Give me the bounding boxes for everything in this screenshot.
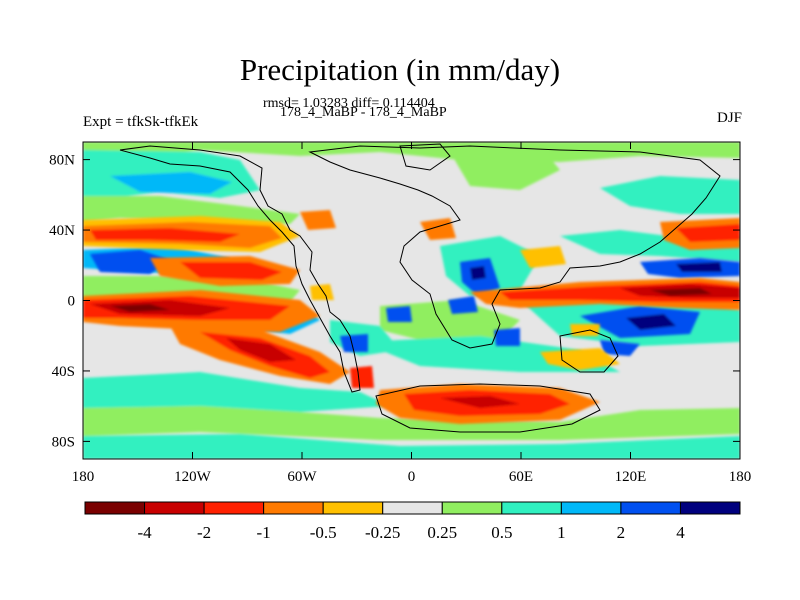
colorbar: -4 -2 -1 -0.5 -0.25 0.25 0.5 1 2 4 xyxy=(84,501,741,542)
blob-atlantic-blue xyxy=(386,306,412,322)
experiment-label: Expt = tfkSk-tfkEk xyxy=(83,114,199,130)
colorbar-label: -4 xyxy=(137,523,152,542)
colorbar-swatch xyxy=(679,501,741,515)
lon-tick-label: 120E xyxy=(615,469,647,485)
band-northwest-pacific-cyan xyxy=(600,176,740,214)
lon-tick-label: 60E xyxy=(509,469,533,485)
lat-tick-label: 40N xyxy=(49,223,75,239)
blob-southern-africa-blue xyxy=(448,296,478,314)
coastline-greenland xyxy=(399,143,451,171)
blob-indian-ocean-yellow xyxy=(570,324,600,336)
band-subtropical-pacific-red xyxy=(180,262,282,280)
colorbar-swatch xyxy=(620,501,681,515)
band-south-pacific-cyan xyxy=(83,372,390,412)
colorbar-label: -0.25 xyxy=(365,523,400,542)
colorbar-label: 1 xyxy=(557,523,566,542)
band-equatorial-pacific-core xyxy=(110,304,170,312)
colorbar-swatch xyxy=(501,501,562,515)
band-antarctic-cyan xyxy=(83,434,740,459)
lon-tick-label: 180 xyxy=(72,469,95,485)
lon-tick-label: 0 xyxy=(408,469,416,485)
map-title: Precipitation (in mm/day) xyxy=(239,52,561,87)
band-north-pacific-lightblue xyxy=(110,172,232,194)
band-siberia-green xyxy=(450,146,560,190)
colorbar-swatch xyxy=(203,501,265,515)
colorbar-label: -1 xyxy=(257,523,271,542)
blob-central-pacific-blue xyxy=(90,250,170,274)
blob-south-america-red xyxy=(350,366,374,388)
blob-madagascar-blue xyxy=(494,328,520,346)
stats-text: rmsd= 1.03283 diff= 0.114404 xyxy=(263,96,435,111)
band-arctic-green xyxy=(83,142,740,162)
longitude-axis: 180 120W 60W 0 60E 120E 180 xyxy=(72,142,752,485)
band-southern-ocean-green xyxy=(83,406,740,440)
blob-south-indian-blue xyxy=(600,340,640,356)
colorbar-label: 0.25 xyxy=(427,523,457,542)
colorbar-swatch xyxy=(441,501,503,515)
band-north-pacific-green xyxy=(83,196,300,224)
negative-anomalies xyxy=(83,210,740,424)
blob-africa-darkblue xyxy=(470,266,486,280)
band-south-pacific-darkred xyxy=(226,338,296,362)
lon-tick-label: 60W xyxy=(287,469,317,485)
blob-indian-ocean-darkblue xyxy=(626,314,676,330)
colorbar-label: -0.5 xyxy=(310,523,337,542)
subtitle-text: 178_4_MaBP - 178_4_MaBP xyxy=(280,105,447,120)
coastlines xyxy=(119,143,721,433)
colorbar-swatch xyxy=(382,501,443,515)
coastline-americas xyxy=(119,145,361,393)
coastline-antarctica xyxy=(375,383,601,433)
colorbar-swatch xyxy=(263,501,324,515)
season-label: DJF xyxy=(716,110,742,126)
colorbar-label: -2 xyxy=(197,523,211,542)
coastline-eurasia-africa xyxy=(308,145,721,349)
lon-tick-label: 180 xyxy=(729,469,752,485)
blob-north-atlantic-orange xyxy=(300,210,336,230)
blob-tropical-atlantic-yellow xyxy=(310,284,334,300)
band-east-asia-cyan xyxy=(560,230,740,262)
band-southern-africa-green xyxy=(380,300,520,340)
colorbar-swatch xyxy=(144,501,205,515)
blob-east-asia-yellow xyxy=(520,246,566,268)
band-south-indian-yellow xyxy=(540,348,620,370)
band-west-pacific-core xyxy=(650,288,712,296)
lat-tick-label: 80S xyxy=(52,434,75,450)
colorbar-label: 4 xyxy=(676,523,685,542)
colorbar-label: 2 xyxy=(617,523,626,542)
precipitation-field xyxy=(83,142,740,459)
band-north-west-pacific-red xyxy=(676,224,740,242)
lat-tick-label: 80N xyxy=(49,153,75,169)
lat-tick-label: 0 xyxy=(68,294,76,310)
band-north-pacific-red xyxy=(90,228,240,242)
lat-tick-label: 40S xyxy=(52,364,75,380)
colorbar-swatch xyxy=(84,501,146,515)
band-southern-ocean-darkred xyxy=(440,396,520,408)
latitude-axis: 80N 40N 0 40S 80S xyxy=(49,153,740,450)
blob-west-pacific-darkblue xyxy=(676,262,722,272)
lon-tick-label: 120W xyxy=(174,469,212,485)
blob-south-atlantic-blue xyxy=(340,334,368,352)
coastline-australia xyxy=(559,329,619,373)
colorbar-label: 0.5 xyxy=(491,523,512,542)
colorbar-swatch xyxy=(322,501,384,515)
colorbar-swatch xyxy=(560,501,622,515)
